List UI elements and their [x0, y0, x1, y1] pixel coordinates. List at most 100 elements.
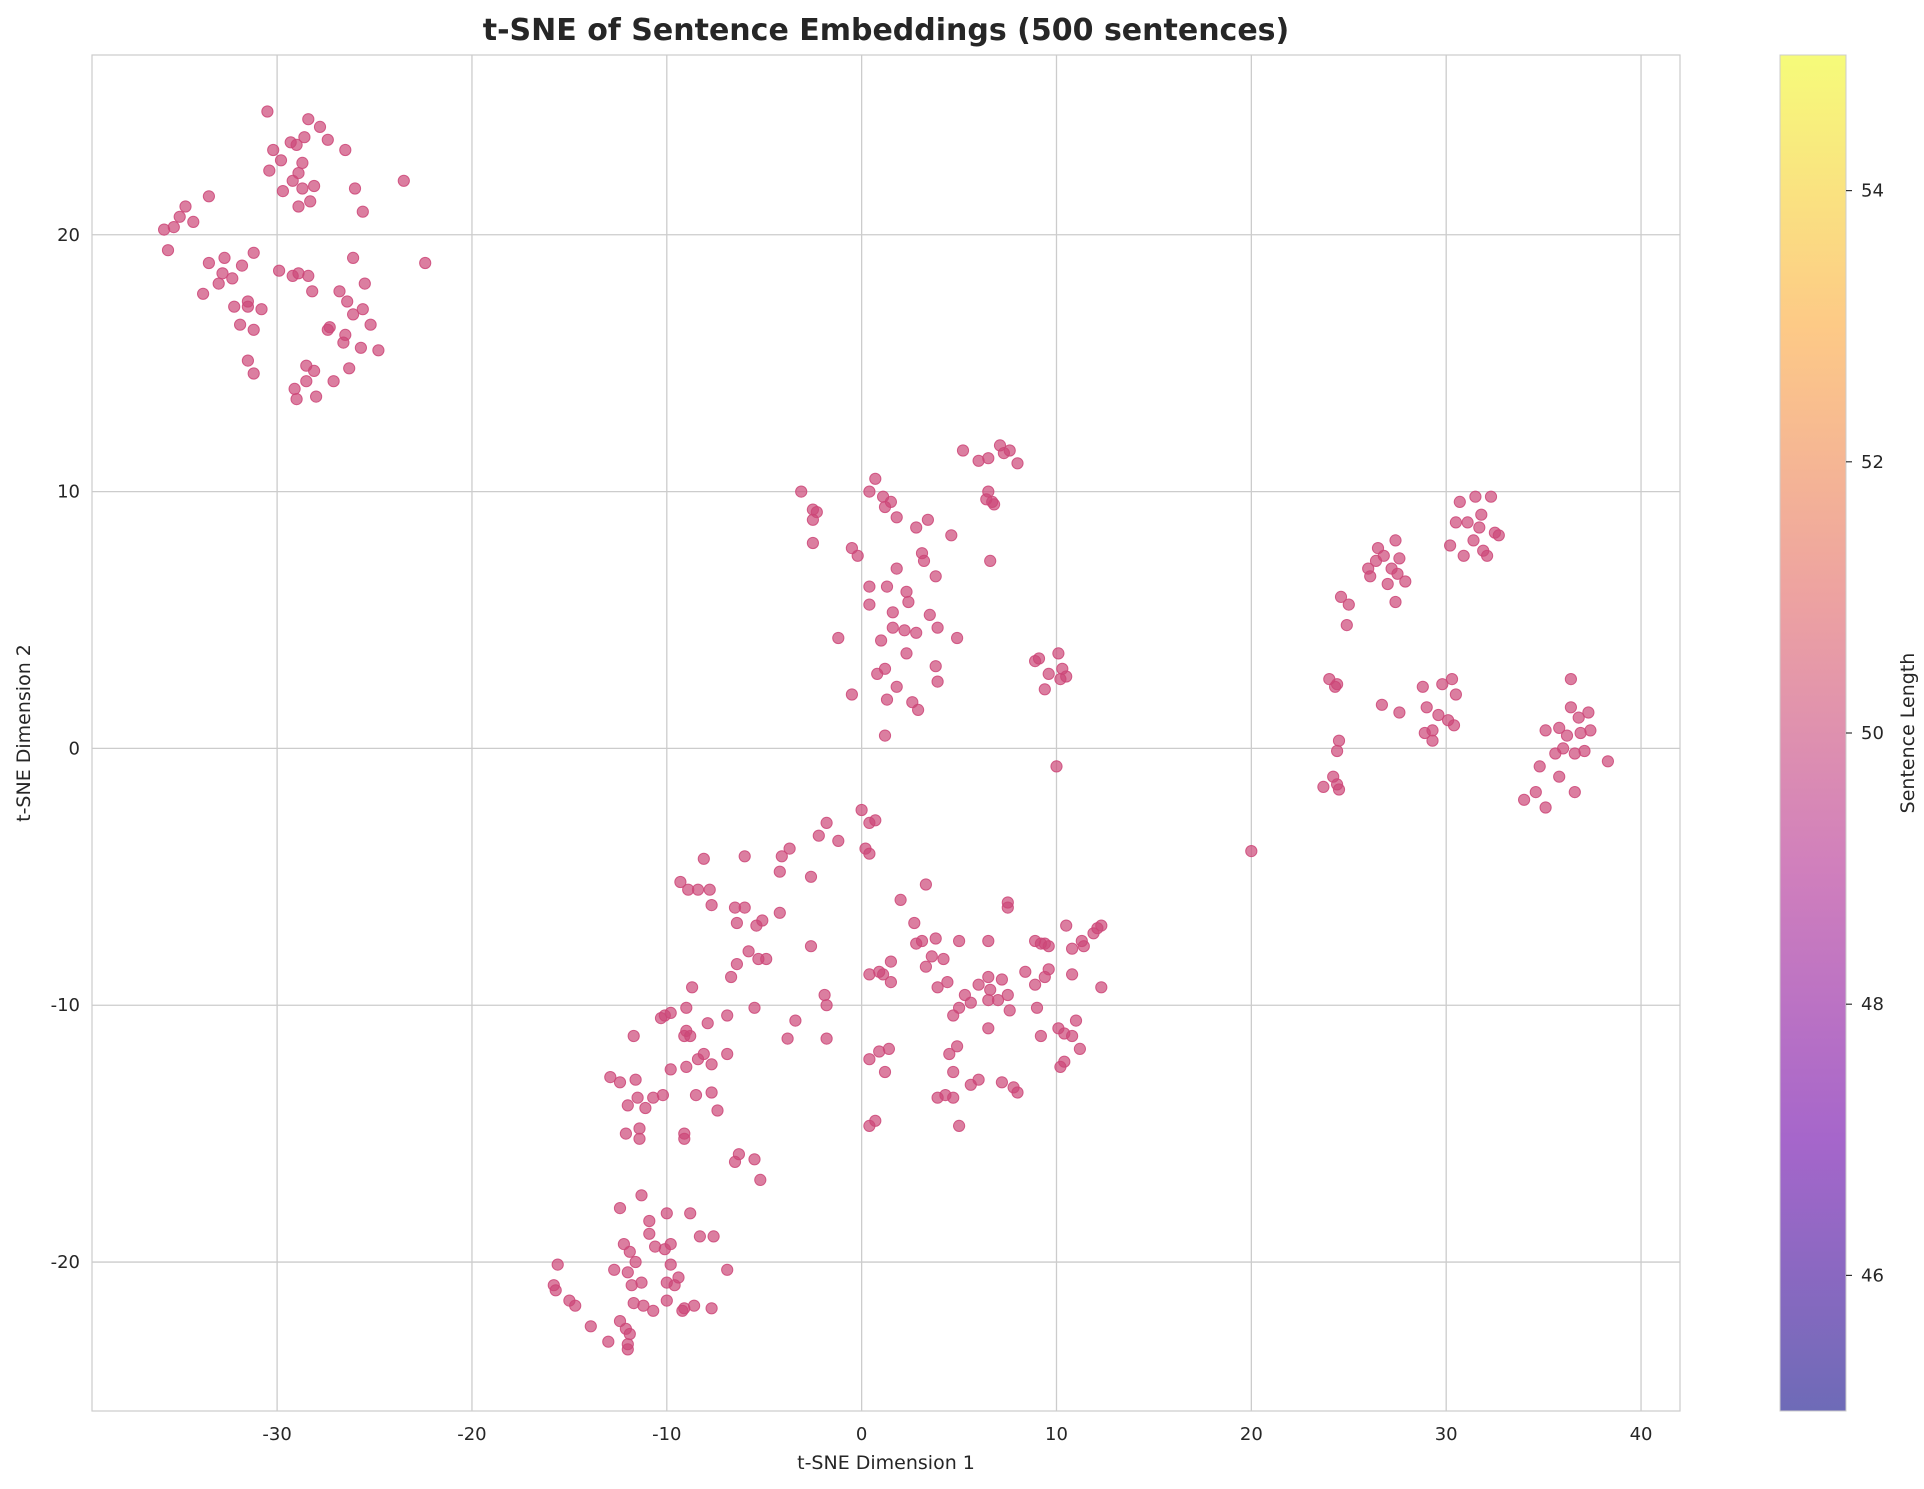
scatter-point: [863, 1119, 876, 1133]
colorbar-ticks: 46 48 50 52 54: [1846, 181, 1884, 1286]
scatter-point: [1052, 647, 1065, 660]
scatter-point: [241, 354, 254, 367]
scatter-point: [742, 945, 755, 958]
scatter-point: [804, 870, 818, 883]
scatter-point: [701, 1017, 714, 1030]
scatter-point: [660, 1294, 673, 1307]
scatter-point: [613, 1202, 627, 1215]
scatter-point: [635, 1189, 648, 1202]
colorbar-label: Sentence Length: [1897, 653, 1919, 814]
scatter-point: [1332, 783, 1346, 796]
scatter-point: [1475, 508, 1488, 521]
scatter-point: [629, 1073, 642, 1086]
scatter-point: [1449, 688, 1463, 701]
scatter-point: [1572, 711, 1585, 724]
scatter-point: [290, 393, 303, 406]
scatter-point: [705, 1302, 718, 1315]
scatter-point: [877, 968, 890, 981]
scatter-point: [397, 174, 410, 187]
scatter-point: [306, 285, 319, 298]
scatter-point: [1391, 567, 1404, 580]
scatter-point: [1601, 755, 1615, 768]
scatter-point: [1011, 1086, 1024, 1099]
scatter-point: [995, 1076, 1009, 1089]
scatter-point: [549, 1284, 562, 1297]
scatter-point: [925, 950, 938, 963]
scatter-point: [241, 300, 254, 313]
scatter-point: [1444, 539, 1457, 552]
scatter-point: [1060, 919, 1073, 932]
scatter-point: [806, 513, 820, 526]
scatter-point: [686, 981, 699, 994]
scatter-point: [869, 814, 882, 827]
scatter-point: [1426, 734, 1439, 747]
scatter-point: [1381, 577, 1394, 591]
scatter-point: [356, 303, 369, 316]
scatter-point: [919, 960, 933, 973]
colorbar-tick-label: 54: [1861, 181, 1884, 202]
scatter-point: [880, 693, 894, 706]
scatter-point: [956, 444, 970, 457]
scatter-point: [1420, 701, 1433, 714]
scatter-point: [756, 914, 769, 927]
scatter-point: [1533, 760, 1546, 773]
scatter-point: [721, 1047, 734, 1061]
scatter-point: [789, 1014, 802, 1027]
scatter-point: [664, 1258, 677, 1271]
colorbar-tick-label: 48: [1861, 994, 1884, 1015]
scatter-point: [292, 200, 305, 213]
scatter-point: [1553, 721, 1566, 735]
scatter-point: [1066, 968, 1079, 981]
scatter-point: [347, 308, 360, 321]
scatter-point: [688, 1299, 701, 1312]
scatter-point: [697, 1047, 710, 1061]
scatter-point: [308, 364, 321, 377]
x-tick-label: 40: [1630, 1424, 1653, 1445]
colorbar-tick-label: 50: [1861, 723, 1884, 744]
scatter-point: [339, 143, 352, 157]
scatter-point: [664, 1006, 677, 1020]
scatter-point: [364, 318, 377, 331]
scatter-point: [931, 1091, 944, 1104]
scatter-point: [161, 244, 175, 257]
scatter-point: [321, 323, 334, 336]
scatter-point: [356, 205, 369, 218]
scatter-point: [551, 1258, 564, 1271]
scatter-point: [880, 580, 894, 593]
scatter-point: [1342, 598, 1355, 611]
scatter-point: [941, 976, 954, 989]
scatter-point: [890, 562, 903, 575]
scatter-point: [697, 852, 710, 865]
scatter-point: [1340, 619, 1353, 632]
scatter-point: [179, 200, 192, 213]
scatter-point: [953, 934, 966, 948]
scatter-point: [863, 598, 876, 611]
scatter-point: [910, 937, 923, 950]
scatter-point: [212, 277, 225, 290]
scatter-point: [660, 1207, 673, 1220]
scatter-point: [1568, 786, 1581, 799]
scatter-point: [341, 295, 354, 308]
scatter-point: [947, 1065, 960, 1079]
scatter-point: [1447, 719, 1461, 732]
y-axis-label: t-SNE Dimension 2: [13, 644, 35, 822]
scatter-point: [1003, 444, 1016, 457]
y-tick-label: 0: [69, 738, 80, 759]
scatter-point: [173, 210, 186, 223]
scatter-point: [908, 916, 921, 930]
x-tick-labels: -30 -20 -10 0 10 20 30 40: [262, 1424, 1652, 1445]
scatter-point: [951, 631, 964, 645]
scatter-point: [1317, 780, 1330, 794]
scatter-point: [623, 1327, 636, 1341]
scatter-point: [234, 318, 247, 331]
plot-frame: [91, 54, 1681, 1412]
scatter-point: [337, 336, 350, 349]
scatter-point: [308, 179, 321, 193]
colorbar-tick-label: 52: [1861, 452, 1884, 473]
scatter-point: [333, 285, 346, 298]
scatter-point: [738, 901, 751, 914]
scatter-point: [1377, 549, 1390, 562]
scatter-point: [676, 1304, 689, 1317]
scatter-point: [354, 341, 367, 354]
scatter-point: [298, 131, 311, 144]
